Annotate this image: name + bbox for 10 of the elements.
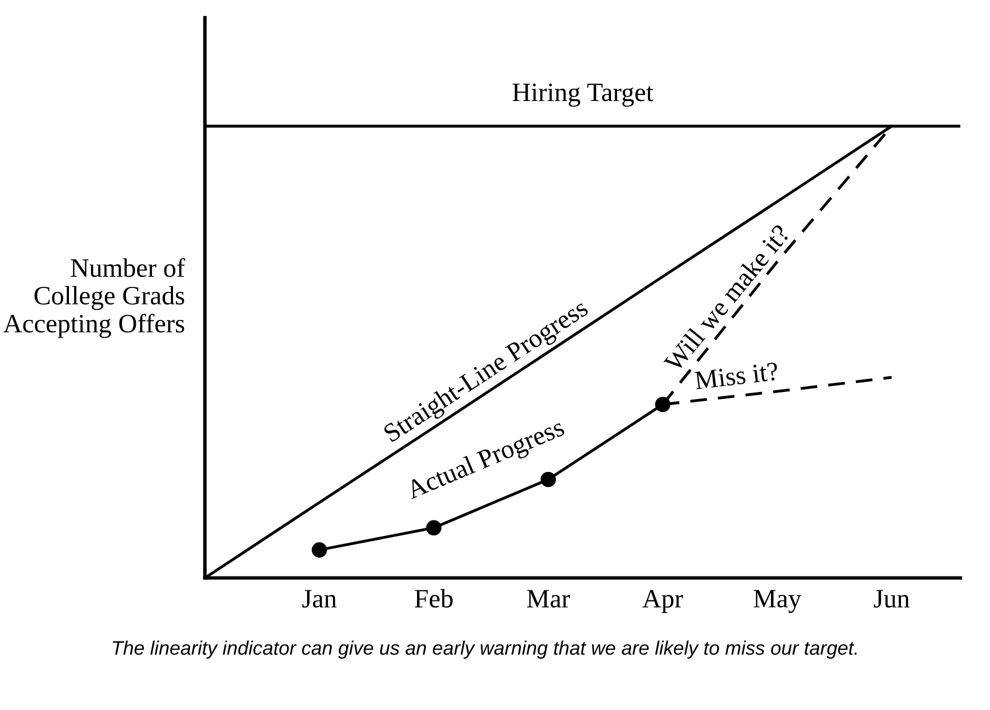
ref-line-label: Hiring Target [512,84,654,107]
x-tick-label: May [754,590,802,613]
x-tick-label: Jan [302,590,337,608]
text: The linearity indicator can give us an early warning that we are likely to miss our target. [112,640,857,659]
x-tick-label: Mar [527,590,570,608]
x-tick-label: Jun [874,590,910,608]
text: Miss it? [694,362,778,390]
y-axis-title: Number of College Grads Accepting Offers [3,258,186,338]
x-tick-label: Apr [642,590,684,613]
x-tick-label: Feb [414,589,453,608]
